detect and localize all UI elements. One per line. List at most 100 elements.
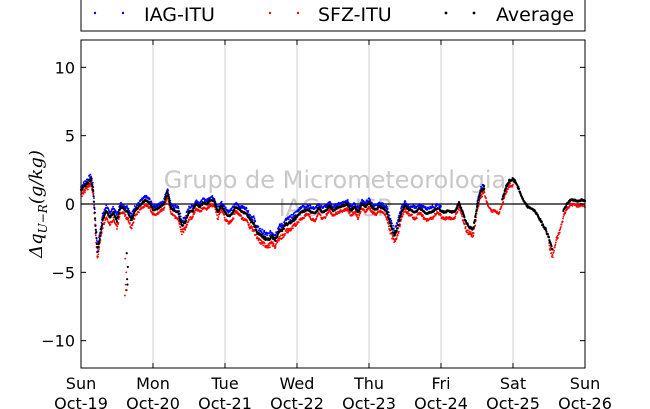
data-point [460, 206, 463, 209]
series-outliers [123, 252, 129, 297]
data-point [266, 234, 269, 237]
data-point [573, 202, 576, 205]
data-point [546, 233, 550, 236]
data-point [455, 206, 458, 210]
data-point [246, 219, 249, 222]
data-point [169, 210, 172, 213]
legend-label-iag: IAG-ITU [144, 4, 215, 26]
data-point [224, 206, 227, 209]
data-point [540, 220, 543, 224]
data-point [125, 252, 128, 255]
data-point [553, 246, 556, 249]
data-point [399, 213, 403, 216]
data-point [359, 212, 362, 215]
data-point [93, 197, 95, 200]
data-point [167, 195, 170, 198]
legend-entry-average: Average [444, 4, 574, 26]
data-point [126, 205, 128, 207]
data-point [182, 231, 185, 234]
data-point [125, 271, 128, 274]
data-point [388, 220, 391, 223]
data-point [94, 234, 97, 237]
data-point [483, 191, 486, 194]
data-point [542, 224, 545, 227]
data-point [424, 206, 427, 209]
data-point [269, 246, 271, 249]
data-point [284, 230, 287, 233]
data-point [124, 213, 127, 216]
data-point [210, 202, 213, 205]
data-point [551, 248, 554, 251]
data-point [125, 278, 129, 281]
data-point [108, 221, 111, 224]
data-point [257, 225, 260, 228]
data-point [103, 223, 105, 226]
data-point [122, 203, 125, 206]
data-point [545, 230, 548, 233]
data-point [261, 228, 264, 231]
data-point [557, 236, 559, 239]
x-tick-label-date: Oct-24 [414, 394, 468, 409]
data-point [500, 205, 503, 208]
data-point [518, 187, 521, 190]
data-point [359, 210, 362, 213]
data-point [464, 227, 467, 230]
data-point [434, 206, 437, 209]
data-point [422, 214, 424, 217]
data-point [272, 242, 275, 245]
data-point [435, 205, 438, 207]
y-tick-label: −5 [51, 263, 75, 282]
data-point [126, 265, 129, 268]
data-point [268, 232, 271, 235]
data-point [415, 217, 418, 220]
data-point [491, 211, 494, 213]
data-point [356, 214, 359, 216]
data-point [249, 214, 252, 216]
data-point [116, 225, 119, 228]
data-point [276, 241, 279, 244]
data-point [226, 209, 229, 211]
data-point [512, 183, 514, 186]
data-point [225, 218, 228, 221]
data-point [390, 219, 393, 222]
data-point [468, 230, 471, 233]
data-point [250, 225, 253, 228]
data-point [254, 226, 257, 229]
data-point [425, 218, 428, 220]
data-point [259, 227, 262, 230]
data-point [81, 195, 83, 198]
data-point [92, 189, 95, 193]
data-point [560, 223, 563, 226]
data-point [158, 211, 161, 213]
data-point [369, 208, 372, 210]
data-point [413, 207, 416, 210]
data-point [503, 192, 506, 195]
data-point [127, 217, 130, 220]
data-point [472, 234, 475, 237]
data-point [386, 213, 389, 216]
data-point [100, 226, 103, 230]
data-point [84, 189, 87, 192]
data-point [369, 199, 371, 201]
data-point [147, 204, 149, 207]
data-point [289, 218, 292, 221]
data-point [391, 234, 394, 237]
data-point [358, 214, 361, 217]
x-tick-label-date: Oct-26 [558, 394, 612, 409]
data-point [563, 214, 566, 216]
data-point [94, 224, 97, 227]
watermark-text: Grupo de Micrometeorologia [164, 166, 506, 194]
data-point [82, 192, 85, 195]
data-point [97, 245, 100, 249]
data-point [244, 208, 247, 211]
data-point [562, 209, 565, 213]
data-point [96, 250, 100, 253]
legend-frame [80, 0, 586, 32]
data-point [115, 210, 117, 213]
data-point [262, 244, 265, 247]
data-point [364, 206, 367, 209]
data-point [308, 213, 311, 216]
data-point [357, 218, 360, 221]
data-point [502, 200, 505, 203]
data-point [486, 201, 489, 204]
